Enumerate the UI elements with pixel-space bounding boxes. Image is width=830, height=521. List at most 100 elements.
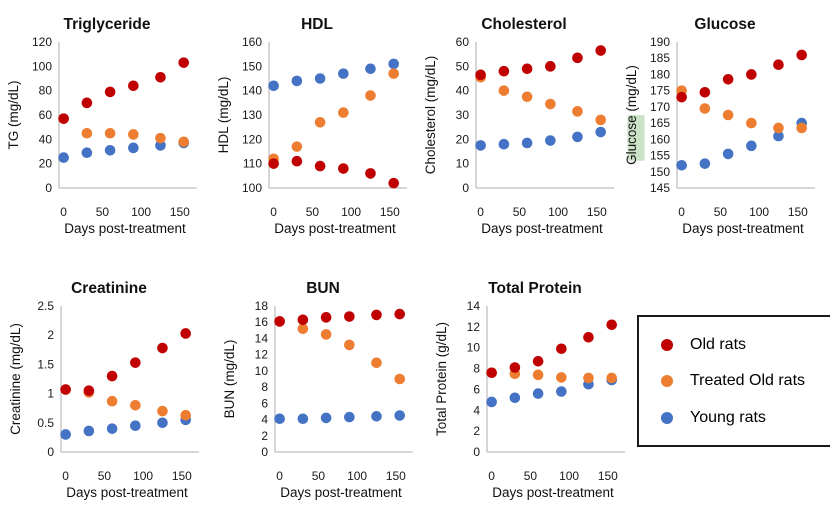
y-axis-title: BUN (mg/dL) [222,340,237,419]
x-tick-label: 0 [270,205,277,219]
data-point-young-rats [60,429,71,440]
chart-hdl[interactable]: HDL HDL (mg/dL) 100 110 120 130 140 150 160 0 50 10… [212,2,418,252]
y-tick-label: 60 [456,35,470,49]
data-point-old-rats [595,45,607,56]
data-point-treated-old-rats [532,369,544,381]
x-tick-label: 50 [714,205,728,219]
treated-old-rats-dot-icon [661,375,673,387]
data-point-old-rats [274,316,285,327]
data-point-young-rats [104,144,116,156]
data-point-young-rats [320,412,332,424]
data-point-old-rats [521,63,533,75]
data-point-young-rats [106,423,118,434]
data-point-treated-old-rats [81,127,93,139]
data-point-old-rats [338,163,349,174]
y-tick-label: 16 [255,315,269,329]
chart-bun[interactable]: BUN BUN (mg/dL) 0 2 4 6 8 10 12 14 16 18 0 50 100 150 Da… [218,266,424,516]
y-axis-title: Cholesterol (mg/dL) [423,56,438,175]
chart-glucose[interactable]: Glucose Glucose (mg/dL) 145 150 155 160 165 170… [620,2,826,252]
y-tick-label: 170 [650,100,670,114]
chart-creatinine[interactable]: Creatinine Creatinine (mg/dL) 0 0.5 1 1.5 2 2.5… [4,266,210,516]
data-point-old-rats [676,91,687,103]
chart-title: Glucose [694,16,756,33]
chart-title: Triglyceride [63,16,150,33]
x-tick-label: 0 [60,205,67,219]
y-tick-label: 175 [650,84,670,98]
data-point-young-rats [291,75,303,87]
y-tick-label: 2 [47,328,54,342]
data-point-young-rats [475,140,486,151]
data-point-treated-old-rats [521,91,533,103]
chart-title: Total Protein [488,280,582,297]
data-point-old-rats [796,49,808,61]
y-tick-label: 4 [261,413,268,427]
chart-title: Cholesterol [481,16,566,33]
y-tick-label: 190 [650,35,670,49]
data-point-old-rats [699,86,711,98]
x-axis-title: Days post-treatment [481,221,603,236]
y-tick-label: 160 [242,35,262,49]
legend-label: Treated Old rats [690,372,806,389]
y-tick-label: 155 [650,149,670,163]
chart-triglyceride[interactable]: Triglyceride TG (mg/dL) 0 20 40 60 80 100 120 0 50… [2,2,208,252]
x-tick-label: 100 [131,205,151,219]
data-point-old-rats [320,312,332,323]
y-tick-label: 50 [456,59,470,73]
legend-item-young-rats: Young rats [661,409,830,427]
data-point-old-rats [81,97,93,109]
data-point-old-rats [572,52,583,64]
y-tick-label: 18 [255,299,269,313]
x-tick-label: 50 [96,205,110,219]
data-point-old-rats [60,384,71,395]
y-tick-label: 150 [242,59,262,73]
data-point-old-rats [746,69,757,80]
data-point-young-rats [58,152,69,163]
x-axis-title: Days post-treatment [492,485,614,500]
y-tick-label: 0 [473,445,480,459]
legend-box: Old rats Treated Old rats Young rats [637,315,830,447]
data-point-treated-old-rats [699,103,711,114]
data-point-treated-old-rats [128,129,139,140]
data-point-young-rats [128,142,139,154]
data-point-old-rats [157,342,168,354]
data-point-young-rats [274,413,285,425]
data-point-young-rats [498,138,510,150]
x-tick-label: 100 [133,469,153,483]
data-point-old-rats [314,160,326,172]
chart-total-protein[interactable]: Total Protein Total Protein (g/dL) 0 2 4 6 8 10… [430,266,636,516]
data-point-old-rats [545,61,556,72]
data-point-old-rats [106,370,118,382]
y-tick-label: 40 [39,132,53,146]
data-point-young-rats [509,392,521,404]
chart-cholesterol[interactable]: Cholesterol Cholesterol (mg/dL) 0 10 20 30 40 5… [419,2,625,252]
y-tick-label: 150 [650,165,670,179]
data-point-old-rats [773,59,784,71]
y-tick-label: 100 [32,59,52,73]
data-point-old-rats [532,355,544,367]
data-point-old-rats [128,80,139,92]
data-point-young-rats [545,135,556,146]
data-point-treated-old-rats [365,90,376,101]
chart-svg-total-protein: Total Protein Total Protein (g/dL) 0 2 4 6 8 10… [434,280,625,500]
data-point-young-rats [344,411,355,423]
data-point-treated-old-rats [338,107,349,118]
y-tick-label: 20 [456,132,470,146]
data-point-old-rats [475,69,486,81]
data-point-old-rats [83,385,95,396]
y-tick-label: 100 [242,181,262,195]
data-point-treated-old-rats [796,122,808,134]
x-tick-label: 150 [172,469,192,483]
data-point-old-rats [180,328,192,339]
chart-svg-triglyceride: Triglyceride TG (mg/dL) 0 20 40 60 80 100 120 0 50… [6,16,197,236]
chart-title: BUN [306,280,340,297]
data-point-treated-old-rats [773,122,784,134]
legend-label: Young rats [690,408,766,426]
data-point-old-rats [58,113,69,124]
data-point-old-rats [394,308,406,320]
data-point-treated-old-rats [746,117,757,129]
data-point-old-rats [498,65,510,77]
data-point-old-rats [291,155,303,167]
x-tick-label: 50 [306,205,320,219]
x-tick-label: 0 [488,469,495,483]
y-tick-label: 120 [32,35,52,49]
